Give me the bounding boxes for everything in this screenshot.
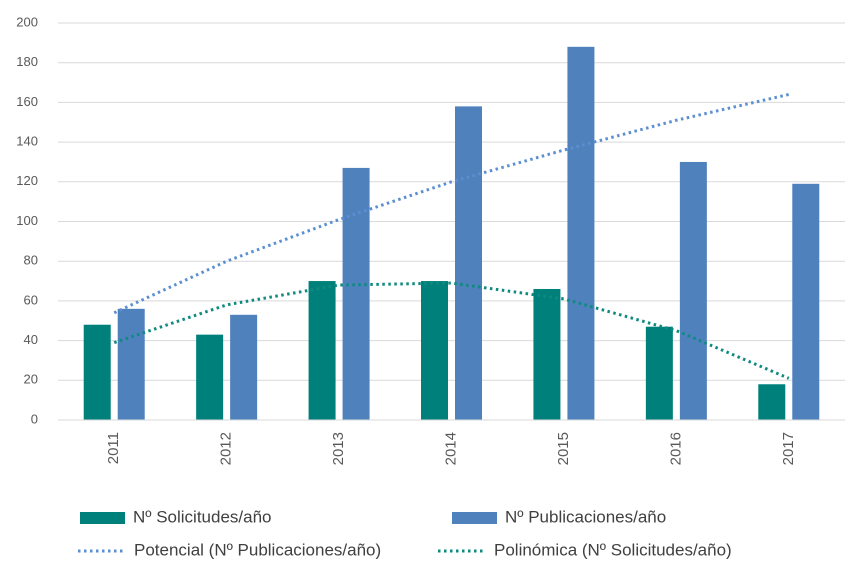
y-tick-label: 200 — [16, 14, 38, 29]
y-tick-label: 180 — [16, 54, 38, 69]
bar — [679, 161, 707, 420]
y-tick-label: 40 — [24, 332, 38, 347]
y-tick-label: 140 — [16, 134, 38, 149]
bar — [83, 324, 111, 420]
bar — [230, 314, 258, 420]
x-tick-label: 2011 — [105, 432, 122, 464]
bar — [645, 326, 673, 420]
legend-swatch — [452, 512, 497, 524]
y-tick-label: 100 — [16, 213, 38, 228]
x-tick-label: 2014 — [442, 432, 459, 465]
x-tick-label: 2012 — [218, 432, 235, 465]
y-tick-label: 120 — [16, 173, 38, 188]
y-tick-label: 80 — [24, 253, 38, 268]
bar — [117, 308, 145, 420]
x-tick-label: 2016 — [667, 432, 684, 465]
legend-swatch — [80, 512, 125, 524]
bar — [308, 281, 336, 420]
legend-label: Nº Solicitudes/año — [133, 507, 272, 526]
bar — [196, 334, 224, 420]
x-tick-label: 2015 — [555, 432, 572, 465]
bar — [421, 281, 448, 420]
y-tick-label: 160 — [16, 94, 38, 109]
bar — [455, 106, 482, 421]
legend-label: Polinómica (Nº Solicitudes/año) — [494, 540, 732, 559]
legend-label: Potencial (Nº Publicaciones/año) — [134, 540, 381, 559]
x-tick-label: 2017 — [780, 432, 797, 465]
bar — [567, 46, 595, 420]
bar — [792, 183, 820, 420]
bar — [533, 288, 561, 420]
legend-label: Nº Publicaciones/año — [505, 507, 666, 526]
y-tick-label: 0 — [31, 411, 38, 426]
bar — [758, 384, 786, 420]
y-tick-label: 60 — [24, 292, 38, 307]
bar — [342, 167, 370, 420]
y-tick-label: 20 — [24, 372, 38, 387]
trend-line — [113, 92, 790, 315]
x-tick-label: 2013 — [330, 432, 347, 465]
